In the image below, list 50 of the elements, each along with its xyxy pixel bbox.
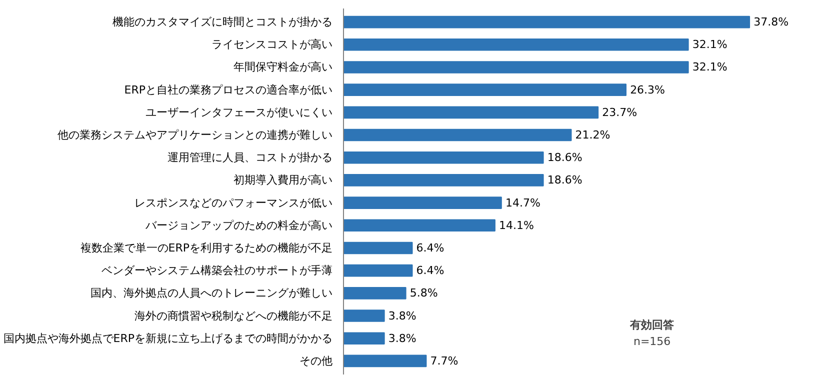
bar <box>344 174 544 186</box>
annotation: n=156 <box>633 335 671 348</box>
bar <box>344 354 427 368</box>
y-tick-label: 年間保守料金が高い <box>234 60 332 74</box>
data-label: 5.8% <box>410 286 438 300</box>
y-tick-label: 機能のカスタマイズに時間とコストが掛かる <box>112 16 332 29</box>
y-tick-label: 初期導入費用が高い <box>234 174 332 187</box>
y-tick-label: 海外の商慣習や税制などへの機能が不足 <box>134 309 332 322</box>
y-tick-label: バージョンアップのための料金が高い <box>144 218 332 232</box>
data-label: 32.1% <box>692 60 728 74</box>
bar <box>344 287 406 300</box>
bar <box>344 219 496 232</box>
bar <box>344 264 413 277</box>
data-label: 18.6% <box>547 174 582 187</box>
bar <box>344 106 599 119</box>
data-label: 37.8% <box>754 16 789 29</box>
data-label: 3.8% <box>388 332 416 345</box>
data-label: 21.2% <box>575 128 610 142</box>
bar <box>344 332 385 344</box>
data-label: 14.1% <box>499 218 534 232</box>
annotation: 有効回答 <box>629 318 676 332</box>
data-label: 6.4% <box>416 241 444 254</box>
data-label: 6.4% <box>416 264 444 278</box>
bar <box>344 196 502 209</box>
bar <box>344 84 627 96</box>
bar <box>344 16 750 28</box>
data-label: 23.7% <box>602 106 638 119</box>
bar <box>344 242 413 254</box>
data-label: 18.6% <box>547 151 582 164</box>
y-tick-label: 他の業務システムやアプリケーションとの連携が難しい <box>58 128 332 142</box>
bar <box>344 128 572 142</box>
bar <box>344 61 689 74</box>
data-label: 26.3% <box>630 83 666 96</box>
bar <box>344 310 385 322</box>
y-tick-label: ライセンスコストが高い <box>212 38 332 52</box>
y-tick-label: 運用管理に人員、コストが掛かる <box>168 151 332 164</box>
y-tick-label: レスポンスなどのパフォーマンスが低い <box>134 196 332 210</box>
bar <box>344 151 544 164</box>
y-tick-label: 複数企業で単一のERPを利用するための機能が不足 <box>80 241 333 254</box>
y-tick-label: ユーザーインタフェースが使いにくい <box>146 106 332 119</box>
bar <box>344 38 689 51</box>
y-tick-label: 国内拠点や海外拠点でERPを新規に立ち上げるまでの時間がかかる <box>3 332 333 345</box>
y-tick-label: ベンダーやシステム構築会社のサポートが手薄 <box>102 264 332 278</box>
data-label: 3.8% <box>388 309 416 322</box>
y-tick-label: 国内、海外拠点の人員へのトレーニングが難しい <box>90 286 332 300</box>
y-tick-label: ERPと自社の業務プロセスの適合率が低い <box>124 83 333 96</box>
y-tick-label: その他 <box>300 354 332 368</box>
data-label: 7.7% <box>430 354 458 368</box>
data-label: 14.7% <box>505 196 540 210</box>
data-label: 32.1% <box>692 38 728 52</box>
